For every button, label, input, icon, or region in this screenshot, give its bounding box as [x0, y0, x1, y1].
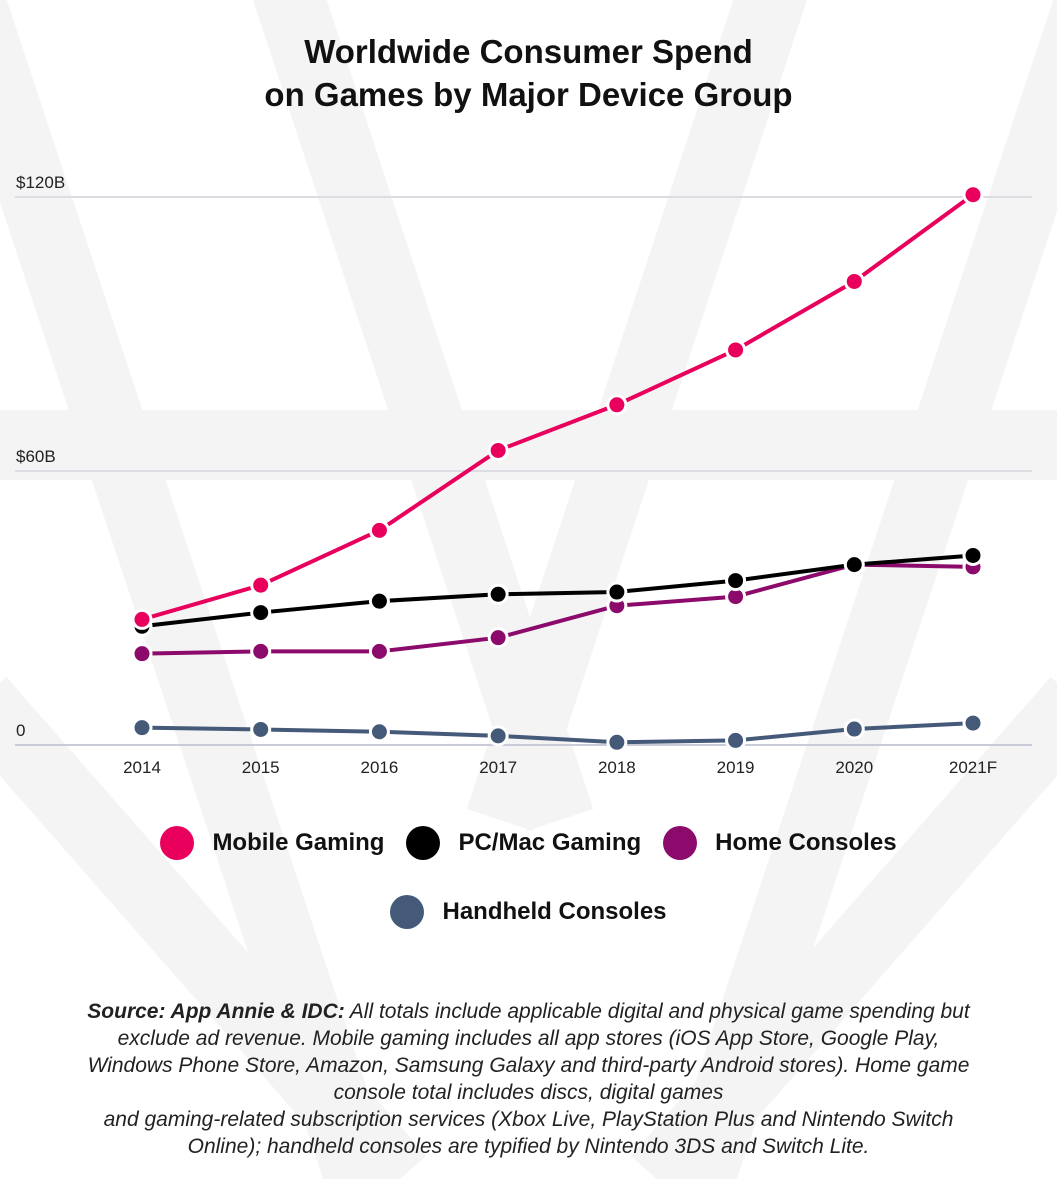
data-point-mobile-gaming-2019[interactable]: [725, 339, 747, 361]
data-point-handheld-consoles-2014[interactable]: [131, 717, 153, 739]
data-point-mobile-gaming-2014[interactable]: [131, 608, 153, 630]
source-line-1: Source: App Annie & IDC: All totals incl…: [14, 998, 1043, 1025]
x-tick-label: 2014: [123, 758, 161, 777]
x-tick-label: 2020: [835, 758, 873, 777]
series-line-home-consoles: [141, 562, 974, 656]
source-line-6: Online); handheld consoles are typified …: [187, 1135, 870, 1158]
data-point-mobile-gaming-2021f[interactable]: [962, 184, 984, 206]
data-point-pc-mac-gaming-2017[interactable]: [487, 583, 509, 605]
data-point-pc-mac-gaming-2020[interactable]: [843, 554, 865, 576]
source-line-2: exclude ad revenue. Mobile gaming includ…: [117, 1027, 940, 1050]
legend-item-handheld-consoles: Handheld Consoles: [390, 895, 667, 929]
chart-title: Worldwide Consumer Spend on Games by Maj…: [0, 30, 1057, 116]
data-point-pc-mac-gaming-2021f[interactable]: [962, 544, 984, 566]
x-tick-label: 2021F: [949, 758, 997, 777]
legend-label-home-consoles: Home Consoles: [715, 829, 897, 856]
legend-swatch-pc-mac-gaming: [406, 826, 441, 860]
data-point-handheld-consoles-2015[interactable]: [250, 718, 272, 740]
legend-row-1: Mobile Gaming PC/Mac Gaming Home Console…: [0, 826, 1057, 860]
series-line-handheld-consoles: [141, 721, 974, 745]
data-point-mobile-gaming-2018[interactable]: [606, 394, 628, 416]
x-tick-label: 2018: [598, 758, 636, 777]
data-point-handheld-consoles-2017[interactable]: [487, 725, 509, 747]
data-point-mobile-gaming-2015[interactable]: [250, 574, 272, 596]
legend-swatch-home-consoles: [663, 826, 698, 860]
data-point-mobile-gaming-2017[interactable]: [487, 439, 509, 461]
data-point-pc-mac-gaming-2018[interactable]: [606, 581, 628, 603]
data-point-mobile-gaming-2016[interactable]: [368, 519, 390, 541]
series-layer: [131, 184, 984, 753]
data-point-home-consoles-2015[interactable]: [250, 640, 272, 662]
legend-item-pc-mac-gaming: PC/Mac Gaming: [406, 826, 641, 860]
data-point-handheld-consoles-2016[interactable]: [368, 721, 390, 743]
data-point-pc-mac-gaming-2019[interactable]: [725, 570, 747, 592]
legend-item-home-consoles: Home Consoles: [663, 826, 897, 860]
x-axis: 2014 2015 2016 2017 2018 2019 2020 2021F: [123, 758, 997, 777]
chart-title-line-2: on Games by Major Device Group: [264, 76, 793, 113]
data-point-home-consoles-2017[interactable]: [487, 627, 509, 649]
data-point-handheld-consoles-2018[interactable]: [606, 731, 628, 753]
data-point-handheld-consoles-2019[interactable]: [725, 729, 747, 751]
source-line-5: and gaming-related subscription services…: [103, 1108, 954, 1131]
data-point-handheld-consoles-2021f[interactable]: [962, 712, 984, 734]
series-mobile-gaming: [131, 184, 984, 630]
y-tick-label: $120B: [16, 173, 65, 192]
source-line-4: console total includes discs, digital ga…: [333, 1081, 724, 1104]
y-tick-label: 0: [16, 721, 25, 740]
source-text-1: All totals include applicable digital an…: [349, 1000, 970, 1023]
chart-title-line-1: Worldwide Consumer Spend: [304, 33, 753, 70]
legend-label-handheld-consoles: Handheld Consoles: [442, 898, 667, 925]
legend-row-2: Handheld Consoles: [0, 895, 1057, 929]
legend-swatch-handheld-consoles: [390, 895, 425, 929]
x-tick-label: 2015: [242, 758, 280, 777]
series-line-mobile-gaming: [141, 193, 975, 622]
data-point-pc-mac-gaming-2015[interactable]: [250, 602, 272, 624]
source-note: Source: App Annie & IDC: All totals incl…: [14, 998, 1043, 1160]
series-pc-mac-gaming: [131, 544, 984, 637]
legend-swatch-mobile-gaming: [160, 826, 195, 860]
data-point-pc-mac-gaming-2016[interactable]: [368, 590, 390, 612]
source-line-3: Windows Phone Store, Amazon, Samsung Gal…: [87, 1054, 970, 1077]
grid-layer: 0 $60B $120B: [15, 173, 1032, 746]
x-tick-label: 2019: [717, 758, 755, 777]
legend-item-mobile-gaming: Mobile Gaming: [160, 826, 384, 860]
x-tick-label: 2017: [479, 758, 517, 777]
legend-label-pc-mac-gaming: PC/Mac Gaming: [458, 829, 642, 856]
series-handheld-consoles: [131, 712, 984, 753]
series-line-pc-mac-gaming: [141, 553, 974, 629]
data-point-home-consoles-2014[interactable]: [131, 643, 153, 665]
data-point-mobile-gaming-2020[interactable]: [843, 270, 865, 292]
legend-label-mobile-gaming: Mobile Gaming: [212, 829, 385, 856]
source-label: Source: App Annie & IDC:: [87, 1000, 345, 1023]
data-point-handheld-consoles-2020[interactable]: [843, 718, 865, 740]
x-tick-label: 2016: [361, 758, 399, 777]
y-tick-label: $60B: [16, 447, 56, 466]
data-point-home-consoles-2016[interactable]: [368, 640, 390, 662]
